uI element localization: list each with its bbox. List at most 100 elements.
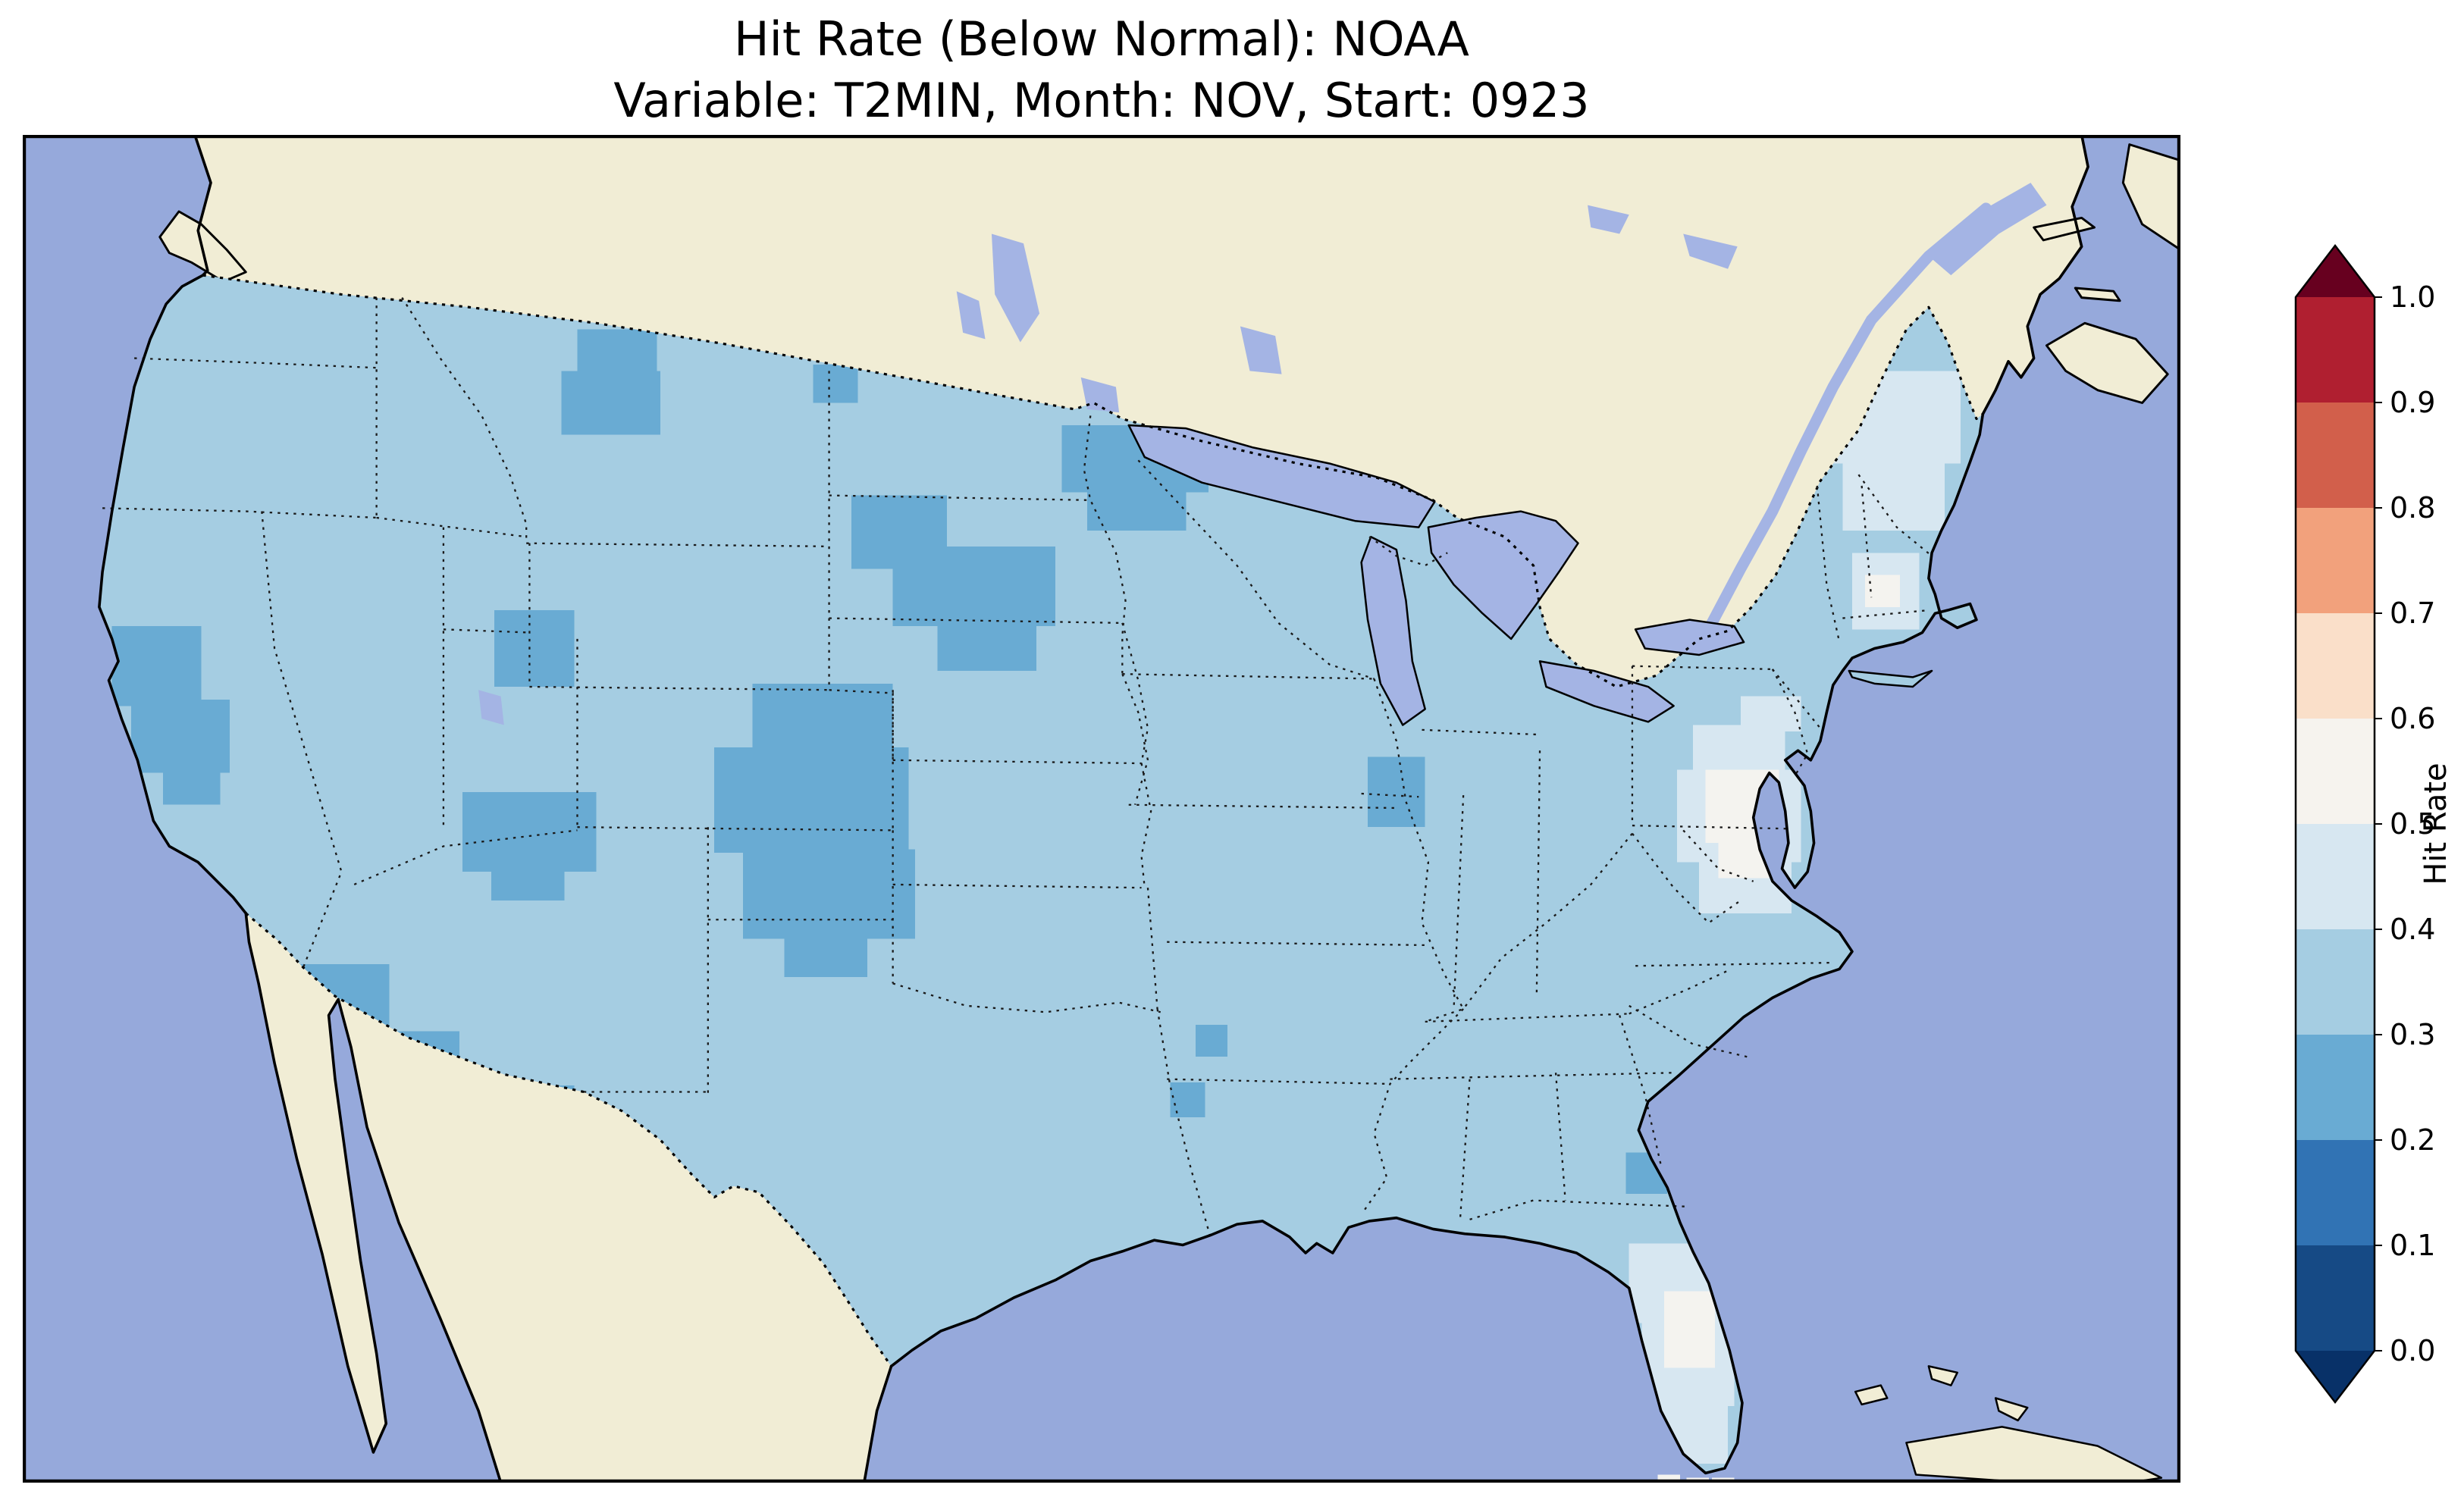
hit-rate-cell <box>892 546 1056 627</box>
chart-title: Hit Rate (Below Normal): NOAA Variable: … <box>23 9 2180 131</box>
canada-lakes <box>956 183 2047 629</box>
hit-rate-cell <box>494 610 575 687</box>
lake-superior <box>1127 424 1436 528</box>
hit-rate-cell <box>1368 756 1425 828</box>
state-border <box>1128 803 1397 810</box>
state-border <box>102 507 377 519</box>
mexico-pacific-coastline <box>244 912 503 1483</box>
bahamas-islet <box>1854 1384 1889 1406</box>
colorbar-tick-label: 0.3 <box>2390 1018 2435 1051</box>
state-border <box>1361 792 1419 798</box>
colorbar-tick-label: 0.5 <box>2390 807 2435 841</box>
colorbar-segment <box>2296 508 2375 613</box>
state-border <box>134 357 377 369</box>
colorbar-tick-label: 0.0 <box>2390 1334 2435 1367</box>
hit-rate-cell <box>561 371 660 435</box>
state-border <box>1137 459 1375 680</box>
mexico-gulf-coastline <box>863 1364 893 1483</box>
lake-michigan <box>1360 535 1426 726</box>
state-border <box>1816 485 1841 643</box>
colorbar-tick-label: 0.9 <box>2390 386 2435 419</box>
colorbar-tick-label: 0.2 <box>2390 1123 2435 1157</box>
state-border <box>1083 415 1127 675</box>
canada-mainland <box>195 135 2089 687</box>
canada-lake <box>1588 205 1629 234</box>
colorbar-segment <box>2296 719 2375 824</box>
state-border <box>443 628 530 634</box>
state-border <box>526 542 829 548</box>
state-border <box>1167 1078 1390 1085</box>
colorbar-tick-label: 1.0 <box>2390 280 2435 314</box>
lake-erie <box>1538 660 1675 723</box>
hit-rate-cell <box>784 935 868 977</box>
state-border <box>1156 1008 1212 1236</box>
state-border <box>1632 824 1788 830</box>
canada-pacific-coastline <box>193 135 212 277</box>
state-border <box>1554 1073 1566 1201</box>
hit-rate-cell <box>1170 1082 1205 1118</box>
pacific-coastline <box>98 274 248 915</box>
lake-ontario <box>1634 619 1745 656</box>
state-border <box>1140 763 1152 888</box>
us-canada-border <box>202 274 1984 688</box>
nova-scotia <box>2045 321 2169 404</box>
state-border <box>1167 941 1425 947</box>
hit-rate-cell <box>491 865 565 900</box>
bahamas-islet <box>1994 1397 2029 1422</box>
anticosti-island <box>2033 216 2096 242</box>
caribbean-islands <box>1854 1365 2163 1483</box>
hit-rate-cell <box>577 329 657 374</box>
hit-rate-cell <box>937 622 1036 671</box>
bahamas-islet <box>1927 1365 1958 1386</box>
chart-title-line2: Variable: T2MIN, Month: NOV, Start: 0923 <box>613 72 1590 128</box>
hit-rate-cell <box>1087 489 1187 531</box>
colorbar-segment <box>2296 297 2375 402</box>
prince-edward-island <box>2074 287 2121 302</box>
state-borders <box>102 297 1933 1236</box>
state-border <box>1368 536 1448 567</box>
state-border <box>1861 485 1873 598</box>
state-border <box>1632 832 1741 924</box>
hit-rate-cell <box>1740 696 1801 731</box>
state-border <box>829 617 1123 625</box>
international-borders <box>202 274 1984 1367</box>
state-border <box>1122 673 1375 680</box>
colorbar-extend-min-arrow <box>2296 1351 2375 1402</box>
great-lakes <box>1127 424 1745 726</box>
state-border <box>1682 829 1754 882</box>
colorbar-extend-max-arrow <box>2296 246 2375 297</box>
colorbar-tick-label: 0.1 <box>2390 1229 2435 1262</box>
state-border <box>401 297 528 543</box>
state-border <box>1857 474 1933 557</box>
colorbar-tick-label: 0.8 <box>2390 491 2435 525</box>
mexico-mainland-and-baja <box>246 913 892 1483</box>
colorbar-segment <box>2296 402 2375 508</box>
hit-rate-cell <box>462 791 597 872</box>
colorbar-segment <box>2296 1245 2375 1351</box>
colorbar-segment <box>2296 1140 2375 1245</box>
state-border <box>1363 1008 1464 1211</box>
great-salt-lake <box>478 690 504 725</box>
st-lawrence-river <box>1706 202 1992 629</box>
canada-lake <box>1683 233 1738 269</box>
state-border <box>1373 678 1465 1010</box>
hit-rate-cell <box>111 626 202 706</box>
hit-rate-cell <box>714 747 909 853</box>
canada-lake <box>1928 183 2047 276</box>
state-border <box>1535 750 1541 997</box>
us-mexico-border <box>245 912 892 1367</box>
state-border <box>892 759 1142 765</box>
hit-rate-cell <box>130 699 230 773</box>
colorbar-tick-label: 0.4 <box>2390 913 2435 946</box>
canada-lake <box>956 291 986 340</box>
state-border <box>353 829 578 886</box>
colorbar-tick-label: 0.7 <box>2390 597 2435 630</box>
mexico-landmass <box>246 913 892 1483</box>
hit-rate-cell <box>162 769 221 805</box>
hit-rate-cell <box>1692 725 1785 776</box>
colorbar-axis-label: Hit Rate <box>2419 763 2453 885</box>
coastlines <box>98 135 2089 1483</box>
chart-title-line1: Hit Rate (Below Normal): NOAA <box>734 11 1469 67</box>
colorbar-tick-label: 0.6 <box>2390 702 2435 735</box>
